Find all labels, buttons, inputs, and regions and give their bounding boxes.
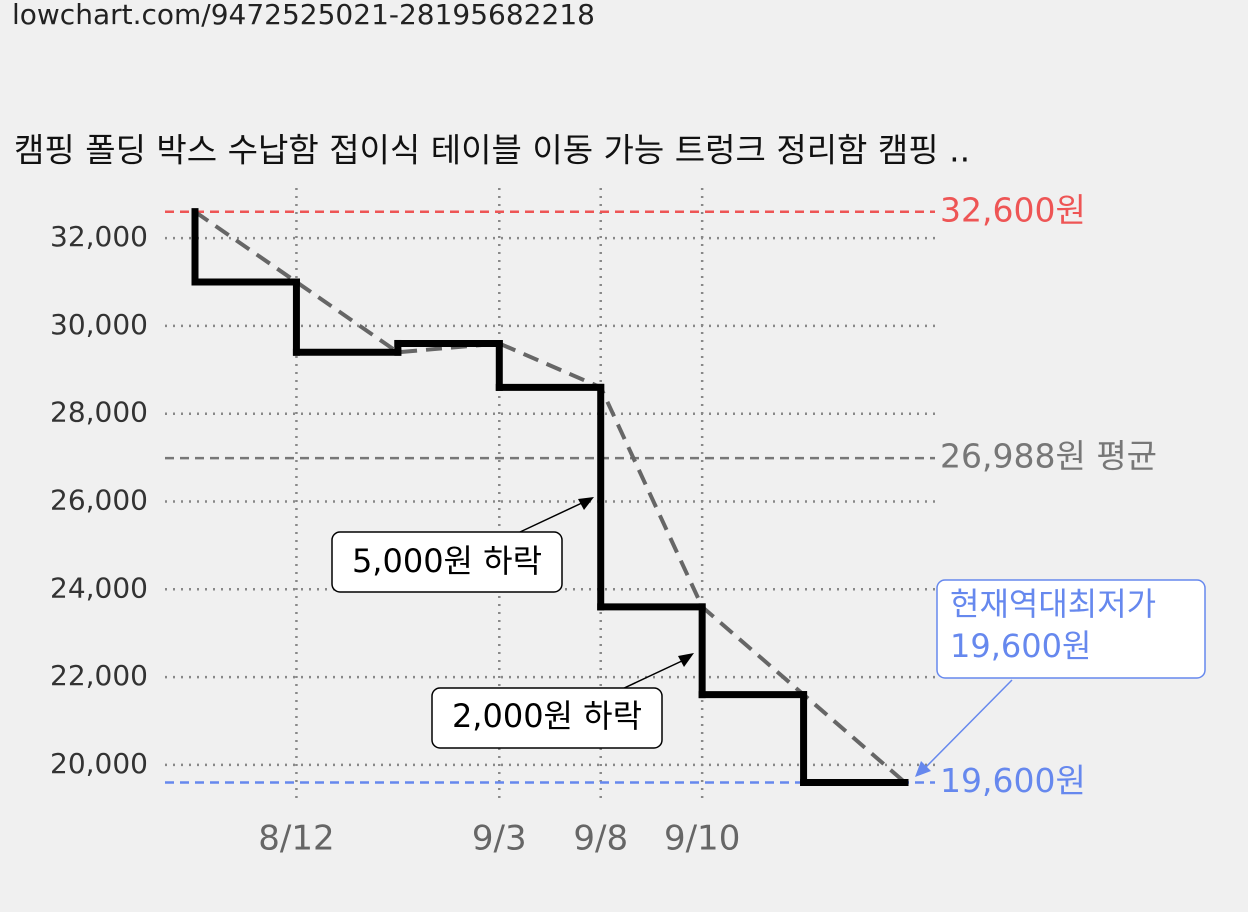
y-tick-label: 32,000 [50,220,148,253]
arrow-head [915,761,931,777]
annotation-text: 2,000원 하락 [452,697,642,735]
chart-title: 캠핑 폴딩 박스 수납함 접이식 테이블 이동 가능 트렁크 정리함 캠핑 .. [14,131,970,170]
annotation-text: 19,600원 [950,627,1091,665]
y-tick-label: 22,000 [50,659,148,692]
x-tick-label: 9/10 [664,819,740,859]
y-tick-label: 30,000 [50,308,148,341]
annotation-1: 5,000원 하락 [331,497,594,593]
annotation-box [936,579,1206,679]
arrow [619,659,685,691]
trend-line [193,210,907,784]
x-tick-label: 8/12 [258,819,334,859]
annotation-box [431,687,663,749]
y-tick-label: 26,000 [50,483,148,516]
reference-label: 26,988원 평균 [940,437,1157,476]
arrow-head [678,653,694,667]
x-tick-label: 9/8 [573,819,628,859]
annotation-text: 현재역대최저가 [950,585,1156,623]
arrow [924,679,1013,769]
reference-label: 32,600원 [940,190,1086,229]
annotation-3: 현재역대최저가 19,600원 [915,579,1206,777]
y-tick-label: 24,000 [50,571,148,604]
annotation-text: 5,000원 하락 [352,542,542,580]
reference-label: 19,600원 [940,761,1086,800]
y-tick-label: 28,000 [50,396,148,429]
arrow-head [578,497,594,510]
y-tick-label: 20,000 [50,747,148,780]
url: lowchart.com/9472525021-28195682218 [12,0,595,31]
annotation-box [331,531,563,593]
arrow [519,501,585,533]
x-tick-label: 9/3 [472,819,527,859]
annotation-2: 2,000원 하락 [431,653,694,749]
